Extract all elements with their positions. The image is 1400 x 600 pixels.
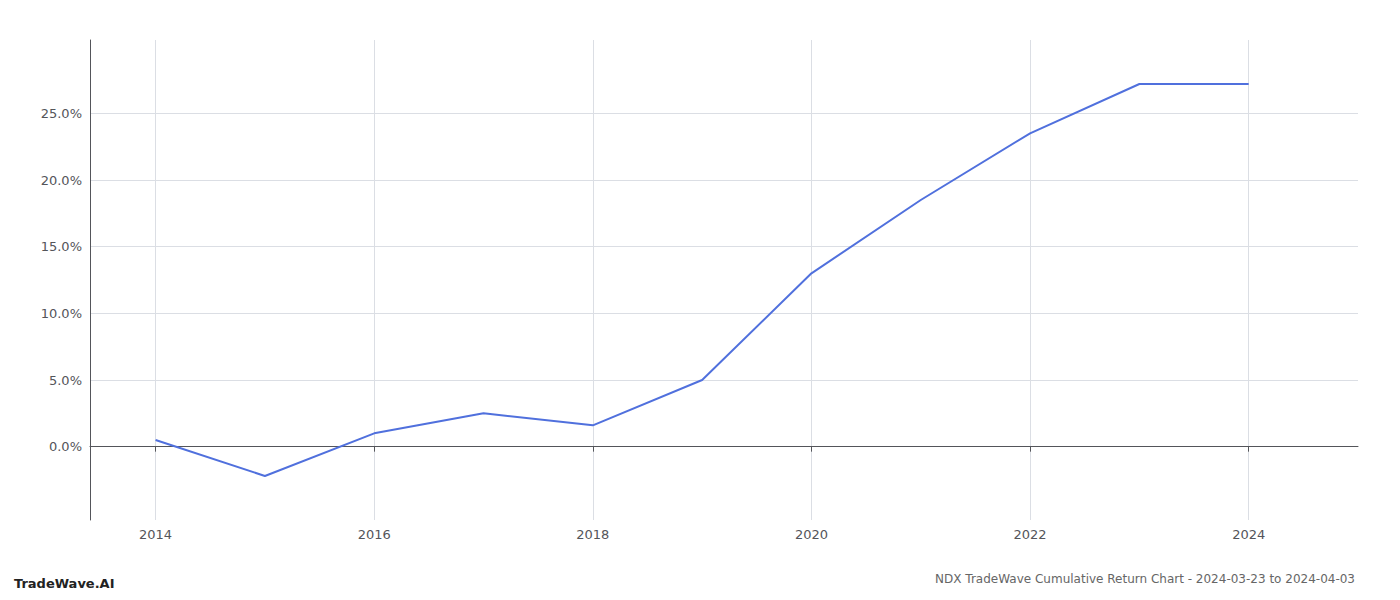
svg-text:2020: 2020 (795, 527, 828, 542)
svg-text:2022: 2022 (1014, 527, 1047, 542)
svg-text:0.0%: 0.0% (49, 439, 82, 454)
svg-text:2024: 2024 (1232, 527, 1265, 542)
svg-text:2018: 2018 (576, 527, 609, 542)
svg-text:5.0%: 5.0% (49, 373, 82, 388)
svg-text:2014: 2014 (139, 527, 172, 542)
svg-text:25.0%: 25.0% (41, 106, 82, 121)
svg-text:TradeWave.AI: TradeWave.AI (14, 576, 115, 591)
svg-text:2016: 2016 (358, 527, 391, 542)
svg-text:NDX TradeWave Cumulative Retur: NDX TradeWave Cumulative Return Chart - … (935, 572, 1355, 586)
svg-text:10.0%: 10.0% (41, 306, 82, 321)
svg-text:15.0%: 15.0% (41, 239, 82, 254)
svg-text:20.0%: 20.0% (41, 173, 82, 188)
